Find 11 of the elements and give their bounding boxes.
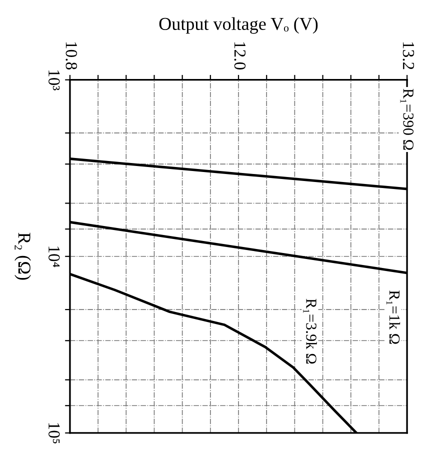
text: R₁=3.9k Ω [303,298,317,364]
y-tick-label: 10⁴ [48,246,60,268]
y-axis-title: R₂ (Ω) [14,232,31,280]
x-tick-label: 12.0 [234,42,246,70]
text: R₁=1k Ω [386,290,400,344]
x-tick-label: 10.8 [66,42,78,70]
x-axis-title: Output voltage Vₒ (V) [159,17,318,34]
x-tick-label: 13.2 [402,42,414,70]
y-tick-label: 10³ [48,70,60,90]
text: R₁=390 Ω [400,88,414,150]
y-tick-label: 10⁵ [48,423,60,444]
